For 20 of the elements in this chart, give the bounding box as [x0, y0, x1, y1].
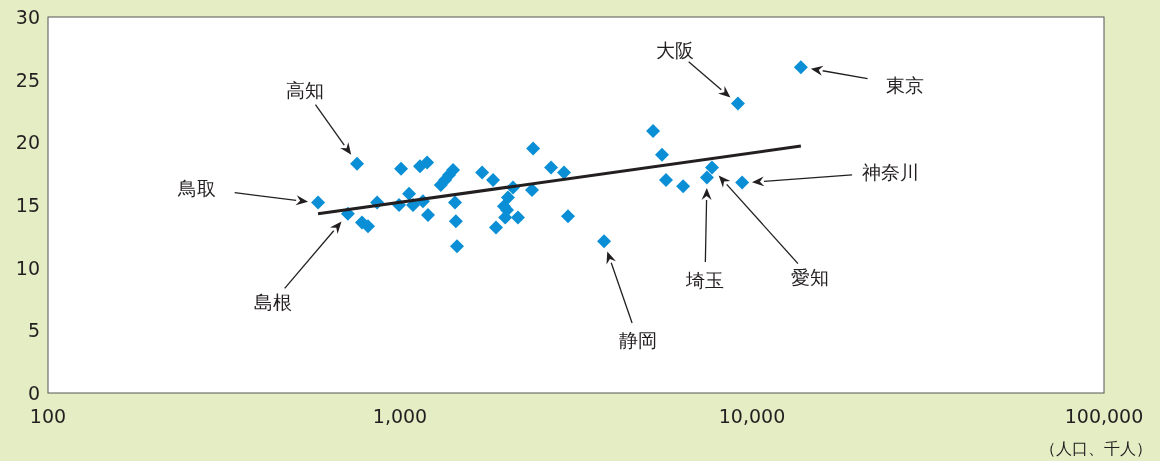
annotation: 大阪 — [656, 39, 694, 61]
x-tick-label: 100 — [29, 405, 67, 427]
x-tick-label: 1,000 — [372, 405, 428, 427]
y-tick-label: 20 — [15, 131, 40, 154]
annotation: 鳥取 — [177, 177, 216, 199]
y-tick-label: 30 — [15, 6, 40, 28]
annotation: 東京 — [886, 74, 924, 96]
y-tick-label: 25 — [15, 68, 40, 91]
x-tick-label: 10,000 — [718, 405, 786, 427]
y-tick-label: 0 — [27, 382, 40, 404]
annotation: 高知 — [286, 79, 324, 101]
x-tick-label: 100,000 — [1064, 405, 1144, 427]
y-tick-label: 10 — [15, 256, 40, 279]
annotation: 島根 — [254, 291, 292, 313]
y-tick-label: 5 — [27, 319, 40, 342]
x-axis-title: （人口、千人） — [1040, 439, 1152, 458]
annotation: 静岡 — [619, 329, 657, 351]
annotation: 神奈川 — [861, 161, 919, 183]
annotation: 愛知 — [791, 266, 829, 288]
y-tick-label: 15 — [15, 194, 40, 216]
